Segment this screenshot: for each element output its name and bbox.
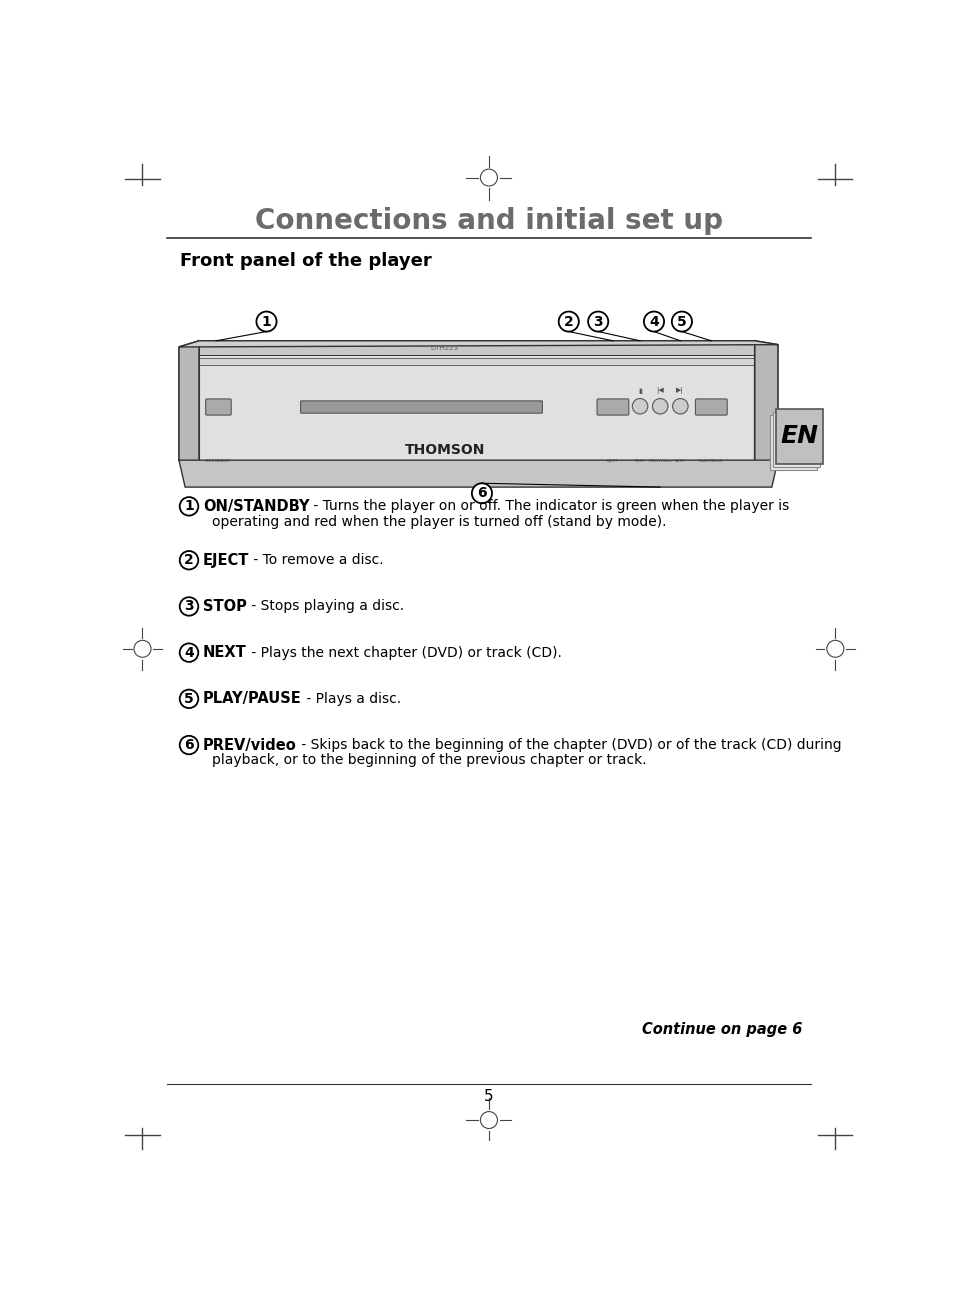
Circle shape <box>179 644 198 662</box>
Circle shape <box>672 399 687 413</box>
Circle shape <box>587 312 608 332</box>
Circle shape <box>179 736 198 754</box>
Text: 5: 5 <box>184 692 193 706</box>
Polygon shape <box>179 341 778 347</box>
Text: 5: 5 <box>483 1089 494 1105</box>
Text: NEXT: NEXT <box>674 459 685 463</box>
Text: EN: EN <box>780 424 818 448</box>
Text: PLAY/PAUSE: PLAY/PAUSE <box>203 692 301 706</box>
Circle shape <box>179 551 198 569</box>
Text: STOP: STOP <box>634 459 645 463</box>
Polygon shape <box>179 460 778 488</box>
Text: operating and red when the player is turned off (stand by mode).: operating and red when the player is tur… <box>212 515 666 529</box>
Text: |◀: |◀ <box>656 387 663 394</box>
Text: NEXT: NEXT <box>203 645 247 660</box>
FancyBboxPatch shape <box>695 399 726 415</box>
Text: THOMSON: THOMSON <box>404 443 484 458</box>
Circle shape <box>179 597 198 616</box>
Text: 6: 6 <box>184 738 193 751</box>
Text: PREV/video: PREV/video <box>203 737 296 753</box>
Circle shape <box>558 312 578 332</box>
Text: - Skips back to the beginning of the chapter (DVD) or of the track (CD) during: - Skips back to the beginning of the cha… <box>296 738 841 751</box>
Text: 3: 3 <box>184 599 193 614</box>
Text: 4: 4 <box>648 315 659 329</box>
Text: 4: 4 <box>184 646 193 659</box>
Text: STOP: STOP <box>203 599 247 614</box>
Text: ON/STANDBY: ON/STANDBY <box>205 459 232 463</box>
Text: Connections and initial set up: Connections and initial set up <box>254 208 722 235</box>
Text: ON/STANDBY: ON/STANDBY <box>203 499 309 514</box>
FancyBboxPatch shape <box>597 399 628 415</box>
Text: 2: 2 <box>184 554 193 567</box>
Circle shape <box>643 312 663 332</box>
Text: PREV/video: PREV/video <box>648 459 671 463</box>
Text: Continue on page 6: Continue on page 6 <box>641 1022 802 1037</box>
Text: ▮: ▮ <box>638 387 641 394</box>
Text: PLAY/PAUSE: PLAY/PAUSE <box>699 459 723 463</box>
FancyBboxPatch shape <box>206 399 231 415</box>
Text: 3: 3 <box>593 315 602 329</box>
Circle shape <box>472 484 492 503</box>
Text: Front panel of the player: Front panel of the player <box>179 252 431 270</box>
Text: DTH223: DTH223 <box>431 346 458 351</box>
Polygon shape <box>754 341 778 471</box>
Circle shape <box>179 689 198 708</box>
FancyBboxPatch shape <box>199 341 754 471</box>
Text: - To remove a disc.: - To remove a disc. <box>249 554 383 567</box>
Text: - Turns the player on or off. The indicator is green when the player is: - Turns the player on or off. The indica… <box>309 499 789 514</box>
Text: playback, or to the beginning of the previous chapter or track.: playback, or to the beginning of the pre… <box>212 754 646 767</box>
Circle shape <box>632 399 647 413</box>
Text: 6: 6 <box>476 486 486 500</box>
Circle shape <box>652 399 667 413</box>
Bar <box>199 358 754 365</box>
Text: 1: 1 <box>261 315 271 329</box>
Text: - Plays a disc.: - Plays a disc. <box>301 692 400 706</box>
FancyBboxPatch shape <box>773 412 819 467</box>
Polygon shape <box>179 341 199 471</box>
Text: EJECT: EJECT <box>203 552 249 568</box>
FancyBboxPatch shape <box>300 400 542 413</box>
Circle shape <box>256 312 276 332</box>
Bar <box>199 342 754 355</box>
Bar <box>199 463 754 471</box>
Text: 1: 1 <box>184 499 193 514</box>
Text: 2: 2 <box>563 315 573 329</box>
Text: ▶|: ▶| <box>676 387 683 394</box>
FancyBboxPatch shape <box>776 408 822 464</box>
Text: - Stops playing a disc.: - Stops playing a disc. <box>247 599 403 614</box>
Circle shape <box>179 497 198 516</box>
Text: 5: 5 <box>677 315 686 329</box>
Text: EJECT: EJECT <box>606 459 618 463</box>
FancyBboxPatch shape <box>769 415 816 471</box>
Text: - Plays the next chapter (DVD) or track (CD).: - Plays the next chapter (DVD) or track … <box>247 646 561 659</box>
Circle shape <box>671 312 691 332</box>
